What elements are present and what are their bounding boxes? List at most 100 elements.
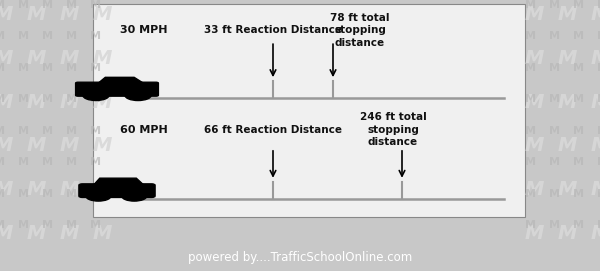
- Text: M: M: [591, 180, 600, 199]
- Text: M: M: [0, 0, 5, 10]
- Text: M: M: [597, 126, 600, 136]
- Text: M: M: [597, 31, 600, 41]
- Text: 33 ft Reaction Distance: 33 ft Reaction Distance: [204, 25, 342, 35]
- FancyBboxPatch shape: [76, 82, 158, 96]
- Text: M: M: [597, 157, 600, 167]
- Text: M: M: [0, 157, 5, 167]
- Text: M: M: [549, 94, 560, 104]
- Text: M: M: [18, 220, 29, 230]
- Polygon shape: [97, 77, 144, 84]
- Text: M: M: [60, 136, 79, 155]
- Text: M: M: [90, 126, 101, 136]
- Text: M: M: [558, 180, 577, 199]
- Text: M: M: [42, 63, 53, 73]
- Text: M: M: [60, 224, 79, 243]
- Text: M: M: [90, 63, 101, 73]
- Text: M: M: [90, 220, 101, 230]
- Text: M: M: [66, 220, 77, 230]
- Text: M: M: [27, 93, 46, 112]
- Text: M: M: [66, 157, 77, 167]
- Text: M: M: [597, 220, 600, 230]
- Text: M: M: [93, 224, 112, 243]
- Text: M: M: [558, 224, 577, 243]
- Text: M: M: [90, 189, 101, 199]
- Text: M: M: [573, 94, 584, 104]
- Text: M: M: [573, 0, 584, 10]
- Text: M: M: [66, 94, 77, 104]
- Text: M: M: [18, 63, 29, 73]
- Text: M: M: [558, 93, 577, 112]
- Text: M: M: [0, 180, 13, 199]
- Text: M: M: [525, 63, 536, 73]
- Text: M: M: [591, 224, 600, 243]
- Text: M: M: [525, 126, 536, 136]
- Circle shape: [125, 90, 151, 101]
- Text: M: M: [42, 189, 53, 199]
- Text: M: M: [60, 5, 79, 24]
- Text: M: M: [66, 63, 77, 73]
- Text: M: M: [525, 180, 544, 199]
- FancyBboxPatch shape: [139, 84, 157, 90]
- Text: M: M: [27, 180, 46, 199]
- Text: M: M: [42, 94, 53, 104]
- Text: M: M: [27, 224, 46, 243]
- Text: M: M: [60, 93, 79, 112]
- Text: M: M: [558, 136, 577, 155]
- Text: M: M: [525, 157, 536, 167]
- Text: M: M: [0, 220, 5, 230]
- Text: M: M: [60, 49, 79, 68]
- Text: M: M: [42, 31, 53, 41]
- Text: M: M: [0, 189, 5, 199]
- Text: M: M: [549, 157, 560, 167]
- Text: M: M: [90, 157, 101, 167]
- Text: M: M: [42, 220, 53, 230]
- Text: M: M: [27, 49, 46, 68]
- Text: M: M: [525, 93, 544, 112]
- Circle shape: [122, 191, 147, 201]
- Text: M: M: [573, 189, 584, 199]
- Text: M: M: [549, 189, 560, 199]
- Text: M: M: [573, 220, 584, 230]
- Text: M: M: [597, 94, 600, 104]
- Text: M: M: [525, 49, 544, 68]
- Text: M: M: [90, 31, 101, 41]
- Text: M: M: [525, 5, 544, 24]
- Text: M: M: [597, 0, 600, 10]
- Circle shape: [83, 90, 109, 101]
- Text: M: M: [60, 180, 79, 199]
- Text: M: M: [591, 93, 600, 112]
- Text: M: M: [0, 94, 5, 104]
- Text: M: M: [27, 5, 46, 24]
- Text: 30 MPH: 30 MPH: [120, 25, 168, 35]
- Text: M: M: [90, 94, 101, 104]
- Text: M: M: [42, 126, 53, 136]
- Text: M: M: [549, 0, 560, 10]
- Text: M: M: [591, 49, 600, 68]
- Text: M: M: [42, 157, 53, 167]
- Text: M: M: [525, 224, 544, 243]
- FancyBboxPatch shape: [93, 4, 525, 217]
- Text: M: M: [66, 189, 77, 199]
- Text: M: M: [93, 49, 112, 68]
- Text: M: M: [573, 157, 584, 167]
- Text: M: M: [549, 126, 560, 136]
- FancyBboxPatch shape: [79, 184, 155, 198]
- Circle shape: [86, 191, 111, 201]
- Text: M: M: [18, 189, 29, 199]
- Text: 60 MPH: 60 MPH: [120, 125, 168, 135]
- Text: M: M: [558, 5, 577, 24]
- Text: M: M: [90, 0, 101, 10]
- Text: M: M: [18, 31, 29, 41]
- Text: M: M: [93, 136, 112, 155]
- Text: M: M: [573, 126, 584, 136]
- Text: M: M: [93, 180, 112, 199]
- Text: M: M: [597, 63, 600, 73]
- Text: M: M: [525, 31, 536, 41]
- Text: M: M: [558, 49, 577, 68]
- Text: M: M: [591, 136, 600, 155]
- Text: M: M: [525, 136, 544, 155]
- Text: M: M: [18, 94, 29, 104]
- Text: M: M: [573, 63, 584, 73]
- Text: M: M: [525, 94, 536, 104]
- Text: M: M: [549, 63, 560, 73]
